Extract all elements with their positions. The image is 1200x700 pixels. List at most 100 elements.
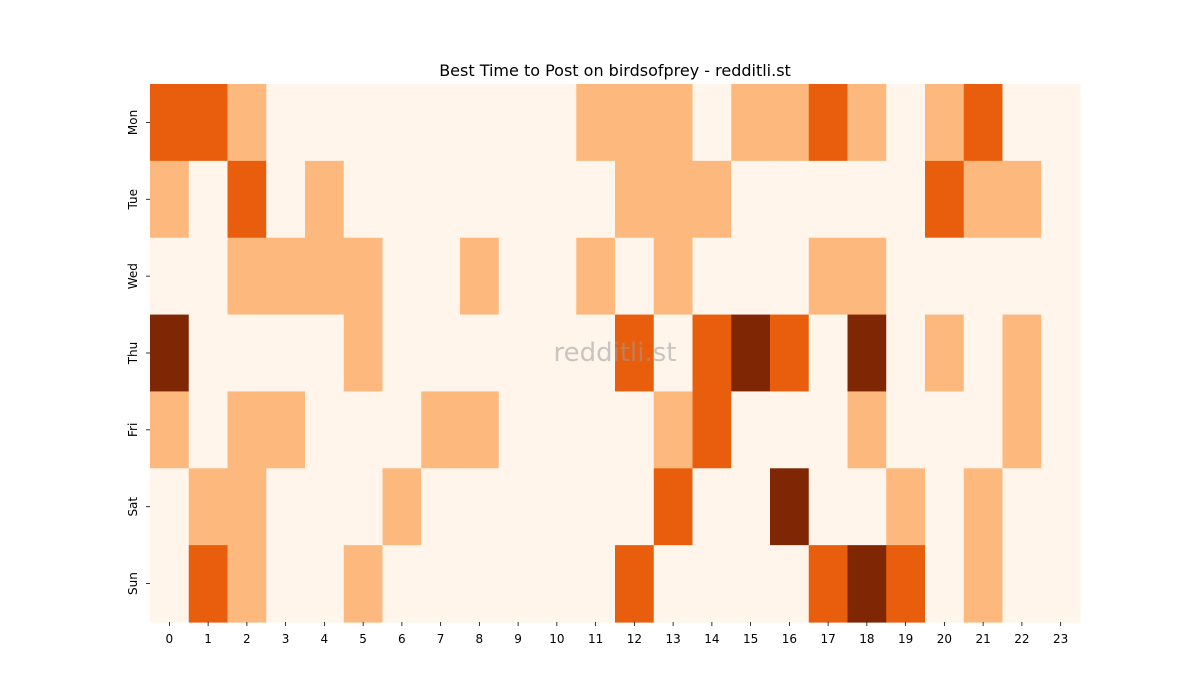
- heatmap-cell-fri-1: [188, 391, 229, 469]
- heatmap-cell-thu-7: [421, 314, 461, 393]
- heatmap-cell-mon-12: [615, 84, 655, 162]
- heatmap-cell-sun-23: [1041, 545, 1081, 623]
- y-tick-label: Thu: [126, 342, 140, 366]
- heatmap-cell-fri-13: [653, 391, 694, 469]
- heatmap-cell-tue-8: [460, 160, 500, 239]
- heatmap-cell-tue-23: [1041, 160, 1081, 239]
- heatmap-cell-tue-4: [305, 160, 345, 239]
- heatmap-cell-mon-20: [925, 84, 965, 162]
- heatmap-cell-mon-9: [498, 84, 539, 162]
- heatmap-cell-tue-13: [653, 160, 694, 239]
- heatmap-cell-tue-2: [227, 160, 267, 239]
- heatmap-cell-mon-8: [460, 84, 500, 162]
- heatmap-cell-thu-17: [808, 314, 849, 393]
- heatmap-cell-mon-22: [1002, 84, 1042, 162]
- x-tick-label: 14: [704, 632, 719, 646]
- heatmap-cell-sat-3: [266, 468, 306, 546]
- heatmap-cell-sun-2: [227, 545, 267, 623]
- x-tick-label: 22: [1014, 632, 1029, 646]
- heatmap-cell-thu-16: [770, 314, 810, 393]
- heatmap-cell-tue-22: [1002, 160, 1042, 239]
- heatmap-cell-wed-1: [188, 237, 229, 316]
- heatmap-cell-tue-17: [808, 160, 849, 239]
- heatmap-cell-thu-2: [227, 314, 267, 393]
- y-axis: Mon Tue Wed Thu Fri Sat Sun: [126, 110, 150, 595]
- heatmap-cell-fri-11: [576, 391, 616, 469]
- heatmap-cell-sun-1: [188, 545, 229, 623]
- heatmap-cell-sun-8: [460, 545, 500, 623]
- y-tick-label: Sat: [126, 497, 140, 517]
- heatmap-cell-sun-6: [382, 545, 422, 623]
- heatmap-cell-thu-15: [731, 314, 771, 393]
- x-tick-label: 4: [321, 632, 329, 646]
- heatmap-cell-thu-21: [963, 314, 1004, 393]
- heatmap-cell-wed-15: [731, 237, 771, 316]
- heatmap-cell-sat-13: [653, 468, 694, 546]
- heatmap-cell-mon-0: [150, 84, 190, 162]
- heatmap-cell-thu-23: [1041, 314, 1081, 393]
- heatmap-cell-wed-14: [692, 237, 732, 316]
- heatmap-cell-fri-18: [847, 391, 887, 469]
- heatmap-cell-thu-12: [615, 314, 655, 393]
- heatmap-cell-thu-13: [653, 314, 694, 393]
- heatmap-cell-tue-21: [963, 160, 1004, 239]
- heatmap-cell-thu-9: [498, 314, 539, 393]
- heatmap-cell-wed-11: [576, 237, 616, 316]
- heatmap-cell-fri-6: [382, 391, 422, 469]
- heatmap-cell-tue-5: [343, 160, 384, 239]
- heatmap-cell-sat-4: [305, 468, 345, 546]
- heatmap-cell-fri-17: [808, 391, 849, 469]
- x-tick-label: 7: [437, 632, 445, 646]
- heatmap-cell-thu-4: [305, 314, 345, 393]
- x-axis: 0 1 2 3 4 5 6 7 8 9 10 11 12 13 14 15 16 17 18 19 20 21 22 23: [166, 622, 1068, 646]
- x-tick-label: 19: [898, 632, 913, 646]
- heatmap-cell-tue-18: [847, 160, 887, 239]
- heatmap-cell-sat-19: [886, 468, 926, 546]
- x-tick-label: 3: [282, 632, 290, 646]
- heatmap-cell-fri-4: [305, 391, 345, 469]
- y-tick-label: Wed: [126, 263, 140, 289]
- heatmap-cell-mon-1: [188, 84, 229, 162]
- heatmap-cell-mon-19: [886, 84, 926, 162]
- y-tick-label: Fri: [126, 423, 140, 437]
- heatmap-cell-sun-17: [808, 545, 849, 623]
- heatmap-cell-tue-6: [382, 160, 422, 239]
- heatmap-cell-sun-5: [343, 545, 384, 623]
- heatmap-cell-fri-19: [886, 391, 926, 469]
- heatmap-cell-mon-16: [770, 84, 810, 162]
- x-tick-label: 1: [204, 632, 212, 646]
- heatmap-cell-mon-6: [382, 84, 422, 162]
- heatmap-cell-thu-18: [847, 314, 887, 393]
- heatmap-cell-thu-6: [382, 314, 422, 393]
- heatmap-cell-tue-20: [925, 160, 965, 239]
- heatmap-cell-mon-7: [421, 84, 461, 162]
- heatmap-cell-sat-16: [770, 468, 810, 546]
- heatmap-cell-sun-16: [770, 545, 810, 623]
- heatmap-cell-wed-23: [1041, 237, 1081, 316]
- heatmap-cell-thu-20: [925, 314, 965, 393]
- heatmap-cell-tue-12: [615, 160, 655, 239]
- heatmap-cell-mon-23: [1041, 84, 1081, 162]
- heatmap-cell-wed-9: [498, 237, 539, 316]
- heatmap-cell-thu-8: [460, 314, 500, 393]
- heatmap-cell-sat-2: [227, 468, 267, 546]
- heatmap-cell-sat-23: [1041, 468, 1081, 546]
- heatmap-cell-wed-22: [1002, 237, 1042, 316]
- heatmap-cell-fri-12: [615, 391, 655, 469]
- heatmap-cell-sun-18: [847, 545, 887, 623]
- heatmap-cell-fri-22: [1002, 391, 1042, 469]
- heatmap-cells: [150, 84, 1081, 623]
- x-tick-label: 17: [820, 632, 835, 646]
- watermark-text: redditli.st: [554, 338, 677, 368]
- heatmap-cell-mon-3: [266, 84, 306, 162]
- heatmap-cell-wed-21: [963, 237, 1004, 316]
- heatmap-cell-sat-8: [460, 468, 500, 546]
- heatmap-cell-sat-10: [537, 468, 577, 546]
- heatmap-cell-tue-10: [537, 160, 577, 239]
- heatmap-cell-thu-11: [576, 314, 616, 393]
- heatmap-cell-sat-22: [1002, 468, 1042, 546]
- chart-title: Best Time to Post on birdsofprey - reddi…: [439, 61, 791, 80]
- heatmap-cell-mon-13: [653, 84, 694, 162]
- heatmap-cell-wed-10: [537, 237, 577, 316]
